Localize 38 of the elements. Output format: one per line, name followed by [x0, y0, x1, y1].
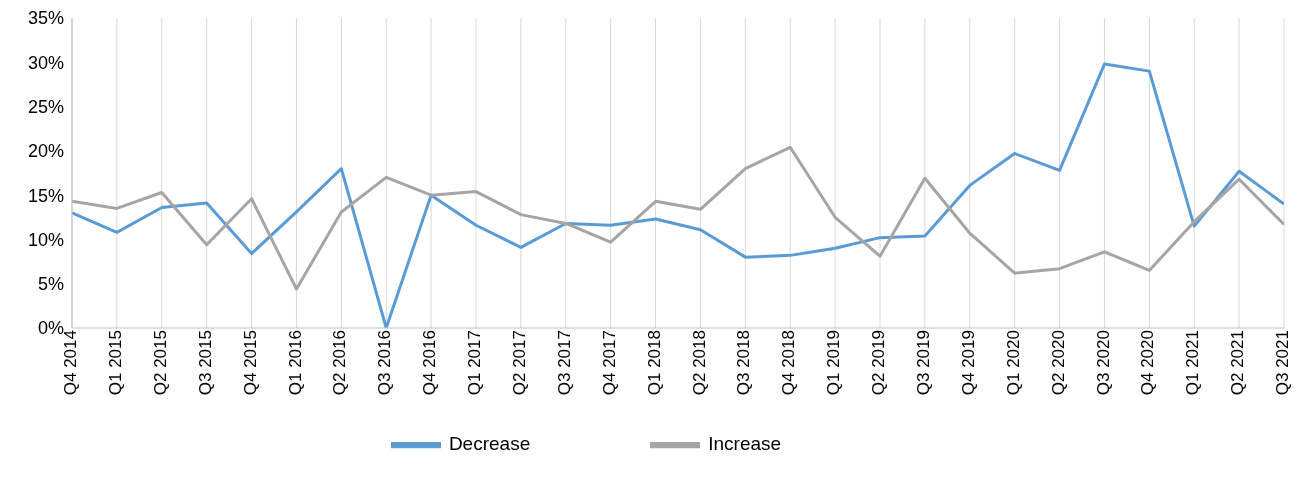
legend-label: Increase	[708, 433, 782, 455]
x-tick-label: Q4 2020	[1138, 330, 1158, 396]
x-tick-label: Q3 2015	[195, 330, 215, 396]
y-tick-label: 30%	[27, 52, 64, 73]
y-tick-label: 10%	[27, 229, 64, 250]
x-tick-label: Q1 2015	[105, 330, 125, 396]
x-tick-label: Q1 2018	[644, 330, 664, 396]
x-tick-label: Q2 2015	[150, 330, 170, 396]
x-tick-label: Q3 2018	[734, 330, 754, 396]
x-tick-label: Q4 2019	[958, 330, 978, 396]
x-tick-label: Q2 2021	[1228, 330, 1248, 396]
x-tick-label: Q2 2019	[869, 330, 889, 396]
x-tick-label: Q1 2020	[1003, 330, 1023, 396]
y-tick-label: 25%	[27, 96, 64, 117]
x-tick-label: Q2 2017	[509, 330, 529, 396]
y-tick-label: 5%	[37, 274, 64, 295]
x-tick-label: Q1 2019	[824, 330, 844, 396]
x-tick-label: Q2 2016	[330, 330, 350, 396]
legend-label: Decrease	[448, 433, 531, 455]
x-tick-label: Q3 2020	[1093, 330, 1113, 396]
x-tick-label: Q4 2016	[420, 330, 440, 396]
x-tick-label: Q3 2019	[913, 330, 933, 396]
x-tick-label: Q2 2018	[689, 330, 709, 396]
y-tick-label: 15%	[27, 185, 64, 206]
x-tick-label: Q1 2017	[465, 330, 485, 396]
x-tick-label: Q3 2021	[1273, 330, 1293, 396]
x-tick-label: Q4 2015	[240, 330, 260, 396]
line-series	[72, 145, 1284, 291]
x-tick-label: Q4 2017	[599, 330, 619, 396]
y-tick-label: 20%	[27, 141, 64, 162]
x-tick-label: Q1 2021	[1183, 330, 1203, 396]
x-tick-label: Q1 2016	[285, 330, 305, 396]
x-tick-label: Q3 2017	[554, 330, 574, 396]
x-tick-label: Q4 2018	[779, 330, 799, 396]
x-tick-label: Q2 2020	[1048, 330, 1068, 396]
y-tick-label: 0%	[37, 318, 64, 339]
y-tick-label: 35%	[27, 8, 64, 29]
x-tick-label: Q3 2016	[375, 330, 395, 396]
